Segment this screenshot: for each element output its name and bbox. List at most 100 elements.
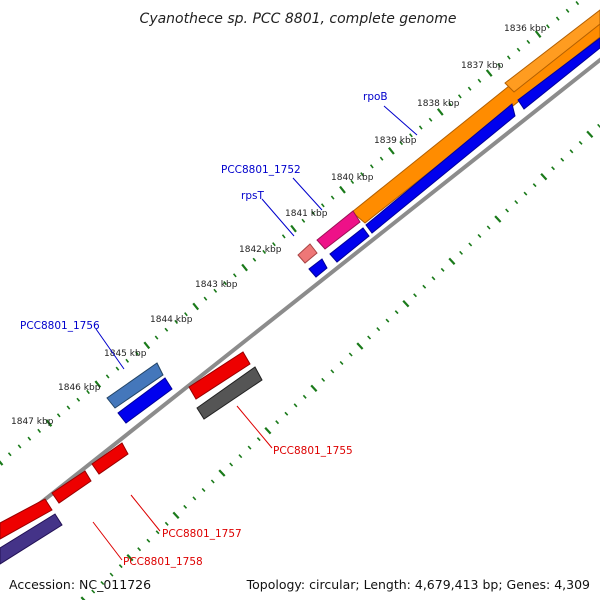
leader-pcc8801-1757: [130, 494, 161, 532]
outer-tick-mark: [281, 234, 286, 239]
orf-pcc8801-1758[interactable]: [0, 513, 63, 565]
outer-tick-mark: [516, 47, 521, 52]
outer-tick-mark: [399, 140, 404, 146]
inner-tick-mark: [578, 140, 583, 145]
inner-tick-mark: [302, 394, 307, 399]
outer-tick-mark: [241, 263, 248, 272]
orf-blue-5[interactable]: [117, 377, 173, 424]
tick-label-1841: 1841 kbp: [285, 209, 328, 219]
orf-red-1755a[interactable]: [188, 351, 251, 400]
label-pcc8801-1757[interactable]: PCC8801_1757: [162, 528, 242, 540]
inner-tick-mark: [247, 445, 252, 450]
tick-label-1839: 1839 kbp: [374, 136, 417, 146]
outer-tick-mark: [17, 444, 22, 449]
inner-tick-mark: [80, 596, 86, 600]
inner-tick-mark: [560, 157, 565, 162]
orf-blue-3[interactable]: [329, 227, 370, 263]
orf-rpst[interactable]: [297, 243, 318, 264]
outer-tick-mark: [477, 78, 482, 83]
orf-rpob-upper[interactable]: [504, 9, 600, 93]
outer-tick-mark: [575, 1, 580, 6]
tick-label-1846: 1846 kbp: [58, 383, 101, 393]
inner-tick-mark: [448, 257, 456, 266]
inner-tick-mark: [155, 530, 160, 535]
leader-rpst: [261, 198, 295, 237]
inner-tick-mark: [321, 377, 326, 382]
orf-pcc8801-1752[interactable]: [316, 210, 361, 250]
outer-tick-mark: [436, 108, 444, 116]
inner-tick-mark: [477, 233, 482, 238]
inner-tick-mark: [293, 403, 298, 408]
inner-tick-mark: [264, 426, 272, 435]
label-rpob[interactable]: rpoB: [363, 91, 388, 103]
inner-tick-mark: [172, 511, 180, 520]
inner-tick-mark: [505, 208, 509, 213]
inner-tick-mark: [440, 267, 445, 272]
outer-tick-mark: [262, 249, 267, 255]
inner-tick-mark: [486, 225, 491, 230]
inner-tick-mark: [348, 352, 353, 357]
outer-tick-mark: [94, 380, 102, 388]
inner-tick-mark: [413, 293, 417, 298]
inner-tick-mark: [284, 411, 289, 416]
orf-red-1758[interactable]: [0, 498, 53, 540]
leader-pcc8801-1752: [292, 177, 323, 211]
outer-tick-mark: [0, 460, 4, 466]
tick-label-1845: 1845 kbp: [104, 349, 147, 359]
inner-tick-mark: [376, 327, 381, 332]
inner-tick-mark: [551, 166, 555, 171]
inner-tick-mark: [256, 437, 261, 442]
outer-tick-mark: [27, 436, 32, 441]
orf-pcc8801-1756[interactable]: [106, 362, 164, 409]
outer-tick-mark: [555, 16, 560, 21]
outer-tick-mark: [506, 55, 511, 60]
inner-tick-mark: [229, 462, 234, 467]
orf-blue-4[interactable]: [308, 258, 328, 278]
inner-tick-mark: [356, 342, 364, 350]
label-pcc8801-1758[interactable]: PCC8801_1758: [123, 556, 203, 568]
leader-pcc8801-1755: [236, 405, 273, 449]
inner-tick-mark: [540, 173, 548, 181]
orf-pcc8801-1755[interactable]: [196, 366, 263, 420]
inner-tick-mark: [339, 360, 344, 365]
inner-tick-mark: [532, 183, 537, 188]
orf-blue-1[interactable]: [365, 103, 516, 234]
inner-tick-mark: [422, 284, 427, 289]
outer-tick-mark: [37, 428, 42, 433]
inner-tick-mark: [402, 300, 410, 308]
tick-label-1838: 1838 kbp: [417, 99, 460, 109]
tick-label-1844: 1844 kbp: [150, 315, 193, 325]
outer-tick-mark: [45, 419, 53, 427]
outer-tick-mark: [369, 164, 374, 169]
inner-tick-mark: [218, 469, 226, 477]
orf-pcc8801-1757[interactable]: [51, 470, 92, 504]
tick-label-1840: 1840 kbp: [331, 173, 374, 183]
outer-tick-mark: [457, 94, 462, 99]
outer-tick-mark: [184, 312, 188, 317]
tick-label-1847: 1847 kbp: [11, 417, 54, 427]
orf-red-1757a[interactable]: [91, 442, 129, 475]
inner-tick-mark: [118, 564, 123, 569]
map-title: Cyanothece sp. PCC 8801, complete genome: [140, 11, 457, 27]
inner-tick-mark: [126, 553, 134, 562]
outer-tick-ring: [0, 1, 580, 466]
label-pcc8801-1756[interactable]: PCC8801_1756: [20, 320, 100, 332]
outer-tick-mark: [409, 133, 413, 138]
label-pcc8801-1755[interactable]: PCC8801_1755: [273, 445, 353, 457]
label-rpst[interactable]: rpsT: [241, 190, 264, 202]
inner-tick-mark: [330, 369, 335, 374]
outer-tick-mark: [223, 281, 227, 286]
inner-tick-mark: [137, 547, 142, 552]
label-pcc8801-1752[interactable]: PCC8801_1752: [221, 164, 301, 176]
outer-tick-mark: [213, 288, 218, 293]
inner-tick-mark: [394, 310, 399, 315]
inner-tick-mark: [238, 454, 243, 459]
outer-tick-mark: [565, 8, 570, 13]
topology-text: Topology: circular; Length: 4,679,413 bp…: [246, 577, 590, 592]
outer-tick-mark: [485, 69, 493, 77]
orf-blue-2[interactable]: [517, 37, 600, 110]
leader-pcc8801-1758: [92, 521, 123, 561]
outer-tick-mark: [339, 185, 346, 194]
inner-tick-mark: [275, 420, 280, 425]
outer-tick-mark: [154, 335, 159, 340]
